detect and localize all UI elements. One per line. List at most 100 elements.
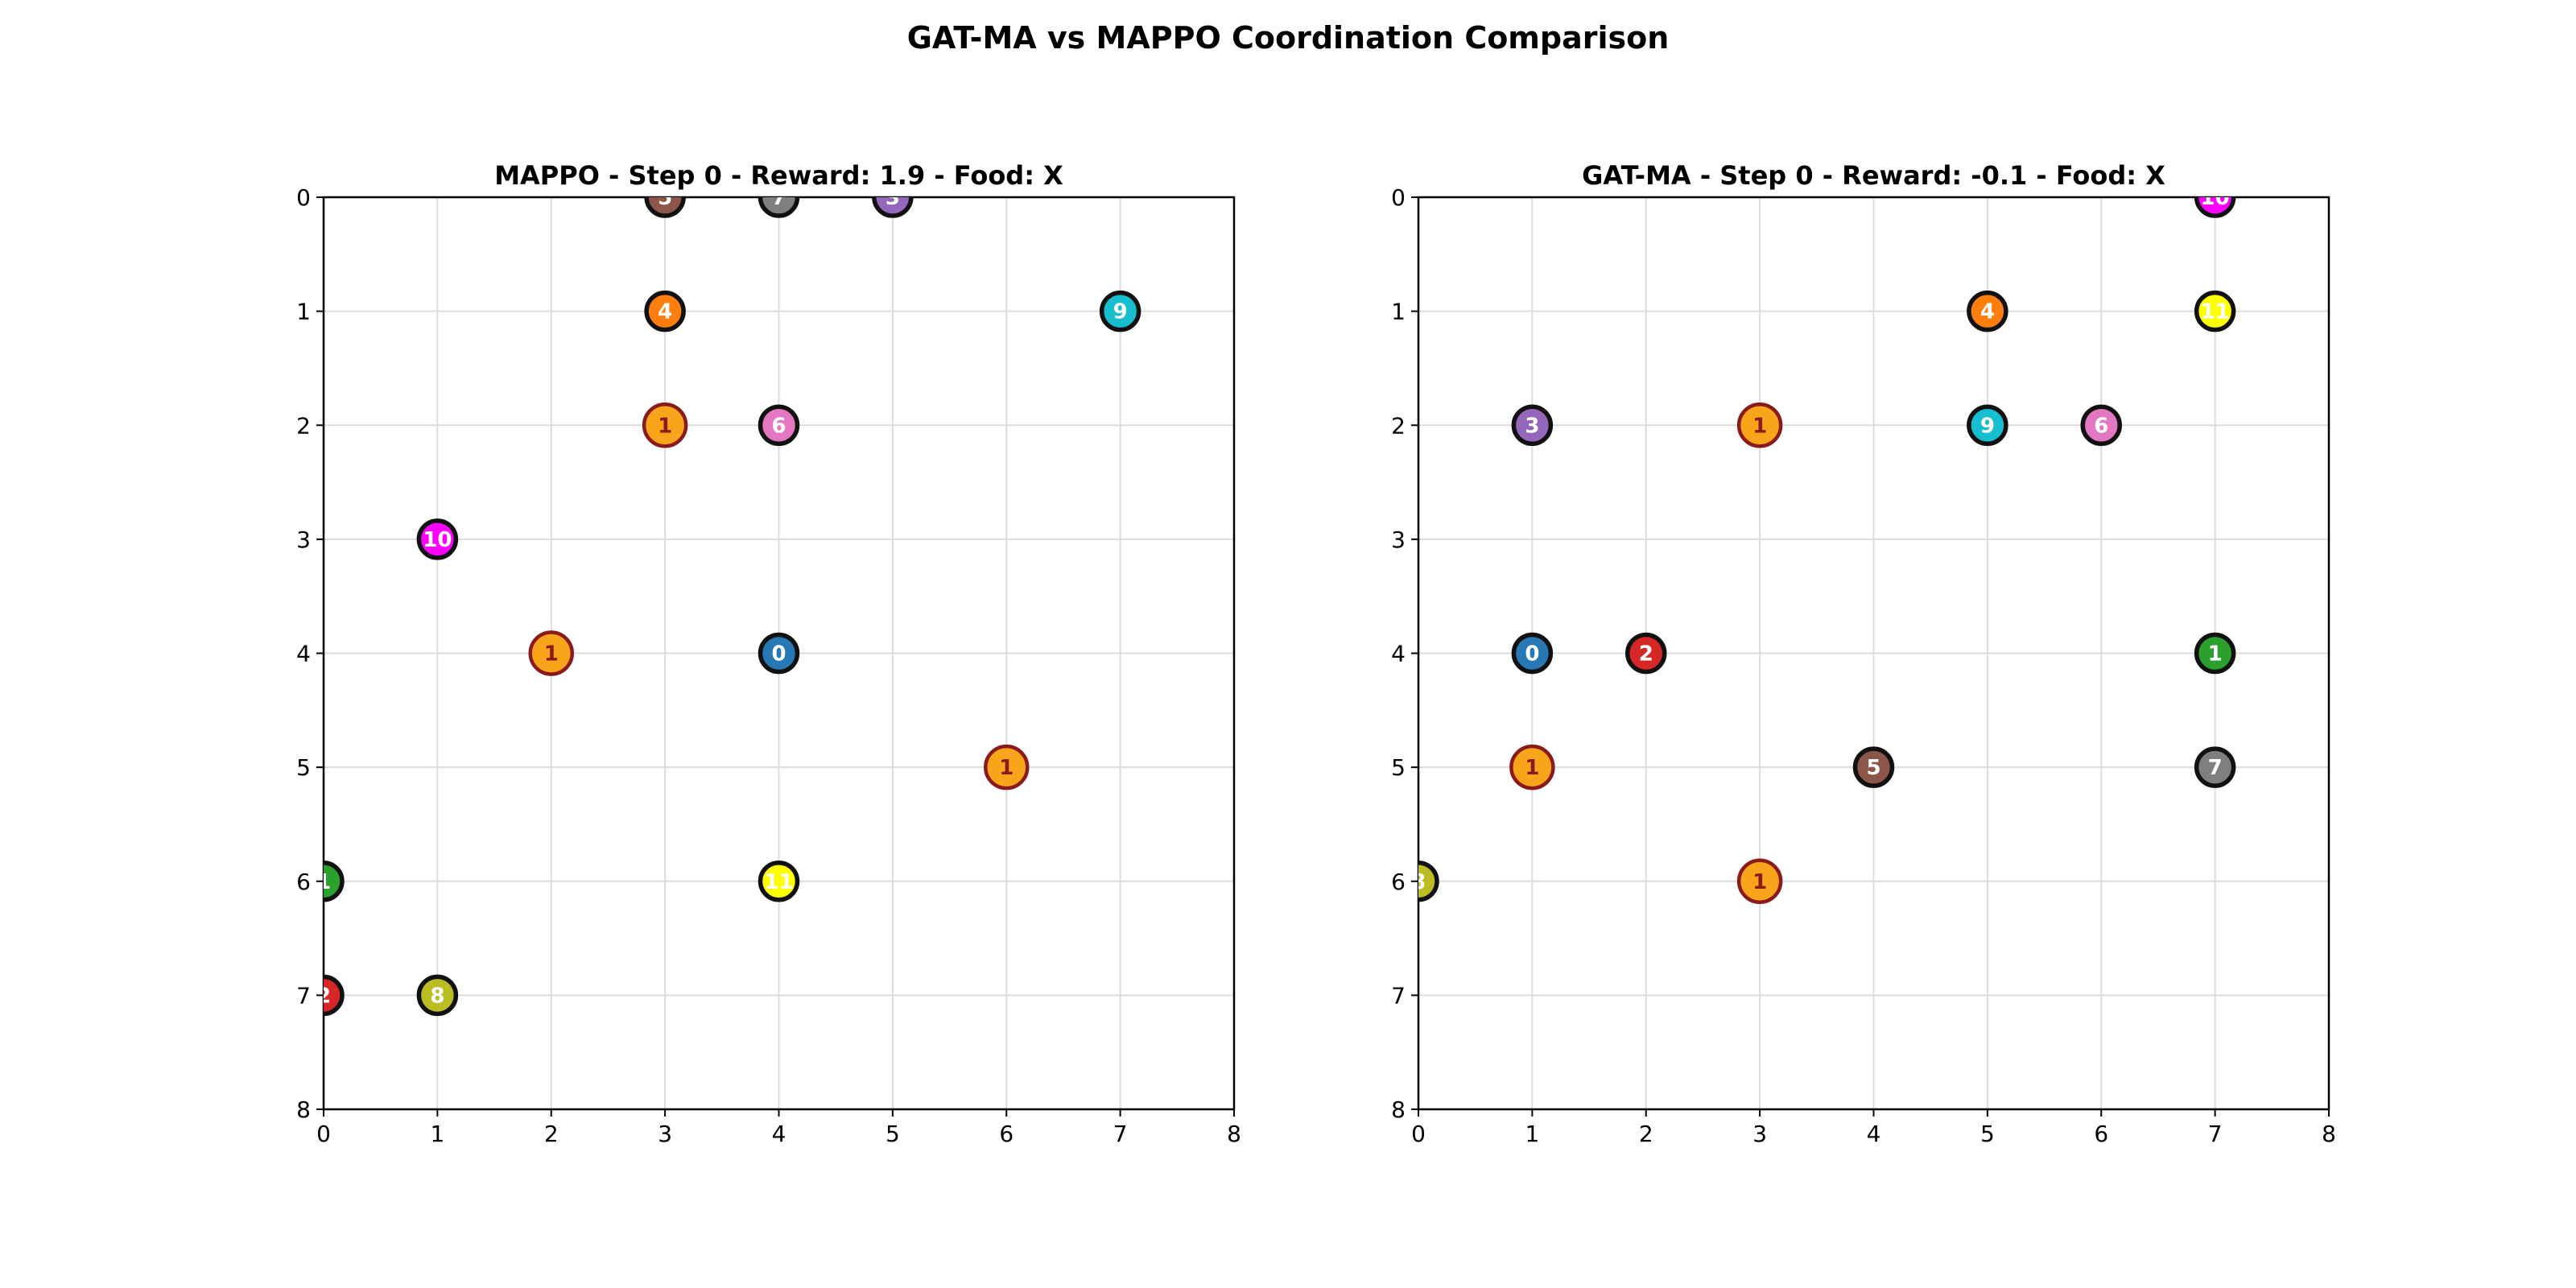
food-marker [1736,858,1783,904]
y-tick-label: 6 [296,869,311,895]
y-tick-label: 5 [296,754,311,781]
y-tick-label: 0 [1391,184,1406,211]
agent-11-label: 11 [2201,300,2230,324]
x-tick-label: 6 [2094,1121,2108,1147]
food-marker [1736,402,1783,448]
x-tick-label: 2 [1639,1121,1653,1147]
x-tick-label: 0 [1411,1121,1426,1147]
agent-1-marker [324,861,345,902]
agent-2-marker [324,974,345,1017]
y-tick-label: 2 [296,412,311,439]
agent-0-marker [758,632,800,675]
agent-9-label: 9 [1980,414,1995,438]
agent-10-label: 10 [2201,186,2230,210]
panel-title: GAT-MA - Step 0 - Reward: -0.1 - Food: X [1582,160,2165,191]
y-tick-label: 3 [296,526,311,553]
agent-7-marker [2194,746,2236,788]
agent-8-marker [1418,861,1439,902]
y-tick-label: 4 [1391,641,1406,667]
agent-9-marker [1099,290,1141,332]
food-marker [1509,744,1555,791]
y-tick-label: 6 [1391,869,1406,895]
agent-1-label: 1 [316,870,331,894]
food-marker [642,402,688,448]
agent-9-marker [1967,404,2008,446]
agent-6-marker [2080,404,2122,446]
agent-8-label: 8 [1411,870,1426,894]
agent-4-marker [644,290,686,332]
food-marker [528,630,574,676]
x-tick-label: 1 [1525,1121,1539,1147]
food-label: 1 [1752,414,1767,438]
agent-4-marker [1967,290,2008,332]
agent-5-label: 5 [658,186,672,210]
y-tick-label: 3 [1391,526,1406,553]
agent-5-marker [644,197,686,218]
agent-1-marker [2194,632,2236,675]
agent-8-label: 8 [430,984,444,1008]
agent-6-marker [758,404,800,446]
x-tick-label: 2 [544,1121,559,1147]
food-label: 1 [1752,870,1767,894]
x-tick-label: 3 [1752,1121,1767,1147]
agent-11-marker [758,861,800,902]
food-label: 1 [544,642,559,667]
food-marker [984,744,1030,791]
agent-4-label: 4 [1980,300,1995,324]
agent-3-marker [1511,404,1554,446]
y-tick-label: 7 [296,982,311,1009]
agent-0-marker [1511,632,1554,675]
agent-3-label: 3 [886,186,900,210]
x-tick-label: 6 [999,1121,1013,1147]
y-tick-label: 1 [1391,299,1406,325]
x-tick-label: 5 [1980,1121,1995,1147]
agent-10-marker [416,518,459,560]
agent-4-label: 4 [658,300,672,324]
agent-2-label: 2 [1639,642,1653,667]
agent-7-marker [758,197,800,218]
x-tick-label: 4 [1867,1121,1881,1147]
x-tick-label: 8 [2322,1121,2336,1147]
y-tick-label: 8 [1391,1096,1406,1123]
agent-8-marker [416,974,459,1017]
agent-11-label: 11 [764,870,793,894]
agent-7-label: 7 [2208,756,2223,780]
x-tick-label: 7 [2208,1121,2223,1147]
agent-7-label: 7 [771,186,786,210]
agent-6-label: 6 [2094,414,2108,438]
food-label: 1 [658,414,672,438]
agent-3-marker [872,197,914,218]
x-tick-label: 3 [658,1121,672,1147]
agent-11-marker [2194,290,2236,332]
x-tick-label: 4 [772,1121,786,1147]
x-tick-label: 0 [316,1121,331,1147]
food-label: 1 [999,756,1013,780]
agent-3-label: 3 [1525,414,1539,438]
agent-1-label: 1 [2208,642,2223,667]
y-tick-label: 0 [296,184,311,211]
agent-5-marker [1852,746,1895,788]
panel-title: MAPPO - Step 0 - Reward: 1.9 - Food: X [494,160,1063,191]
x-tick-label: 1 [430,1121,444,1147]
y-tick-label: 5 [1391,754,1406,781]
agent-10-marker [2194,197,2236,218]
agent-6-label: 6 [771,414,786,438]
y-tick-label: 2 [1391,412,1406,439]
agent-9-label: 9 [1113,300,1128,324]
x-tick-label: 5 [886,1121,900,1147]
agent-0-label: 0 [1525,642,1539,667]
y-tick-label: 7 [1391,982,1406,1009]
agent-2-label: 2 [316,984,331,1008]
x-tick-label: 7 [1113,1121,1128,1147]
y-tick-label: 8 [296,1096,311,1123]
food-label: 1 [1525,756,1539,780]
y-tick-label: 1 [296,299,311,325]
y-tick-label: 4 [296,641,311,667]
x-tick-label: 8 [1227,1121,1241,1147]
agent-5-label: 5 [1866,756,1880,780]
